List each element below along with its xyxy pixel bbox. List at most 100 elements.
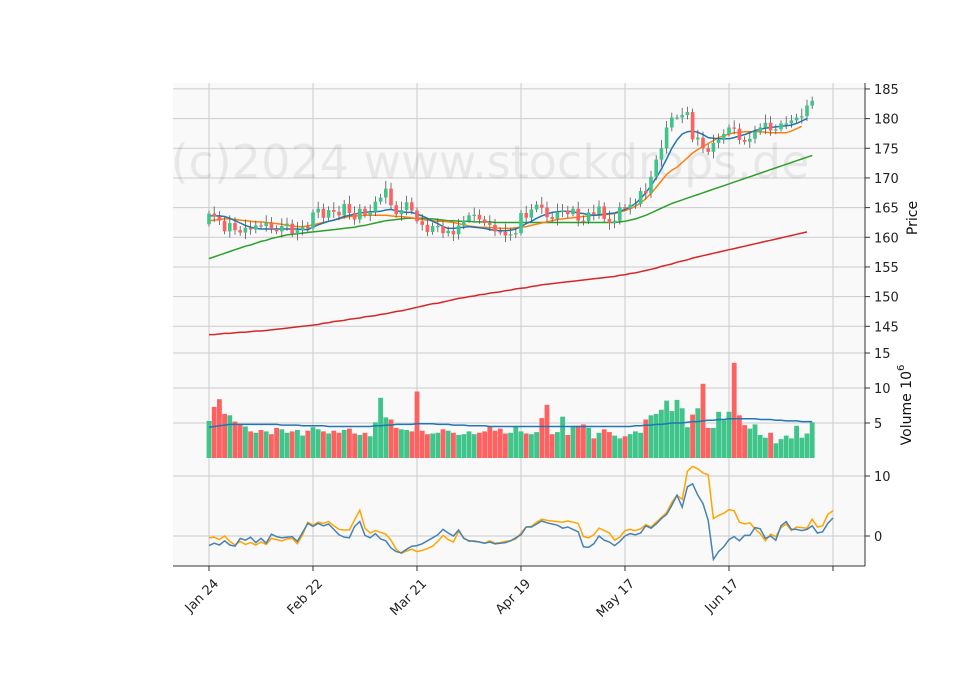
candle-body: [779, 123, 783, 130]
candle-body: [514, 233, 518, 235]
volume-bar: [362, 432, 368, 458]
volume-bar: [638, 432, 643, 458]
volume-bar: [227, 415, 233, 458]
volume-bar: [789, 438, 794, 458]
volume-bar: [289, 431, 295, 458]
candle-body: [264, 222, 268, 227]
x-tick-label: Feb 22: [285, 576, 327, 618]
y-tick-label: 145: [874, 320, 899, 335]
oscillator-line-a: [208, 482, 834, 562]
candle-body: [545, 207, 549, 218]
candle-body: [488, 223, 492, 225]
volume-bar: [409, 431, 415, 458]
candle-body: [581, 220, 586, 222]
volume-bar: [711, 427, 716, 458]
volume-bar: [529, 434, 534, 458]
volume-bar: [731, 362, 737, 458]
volume-bar: [674, 399, 680, 458]
candlesticks: [207, 96, 814, 243]
candle-body: [467, 215, 471, 221]
volume-bar: [570, 425, 576, 458]
volume-bar: [388, 419, 394, 458]
y-tick-label: 165: [874, 202, 899, 217]
volume-bar: [347, 428, 352, 458]
volume-bar: [555, 432, 560, 458]
volume-axis-exponent: 6: [896, 365, 907, 371]
candle-body: [550, 217, 554, 219]
candle-body: [696, 137, 700, 140]
volume-bar: [601, 429, 607, 458]
volume-bar: [679, 408, 685, 458]
candle-body: [758, 127, 762, 132]
candle-body: [623, 207, 627, 209]
sma-slow-line: [208, 154, 813, 260]
volume-bar: [466, 431, 472, 458]
volume-bar: [757, 434, 763, 458]
x-tick-label: Jun 17: [702, 576, 742, 616]
volume-bar: [581, 424, 586, 458]
volume-bar: [336, 432, 342, 458]
candle-body: [425, 224, 430, 232]
volume-bar: [269, 434, 274, 458]
candle-body: [233, 223, 237, 231]
candle-body: [529, 209, 534, 218]
candle-body: [482, 219, 487, 224]
candle-body: [306, 226, 310, 229]
candle-body: [675, 117, 679, 119]
volume-bar: [565, 434, 571, 458]
candle-body: [243, 227, 248, 233]
volume-bar: [263, 431, 269, 458]
volume-bar: [331, 430, 337, 458]
candle-body: [430, 226, 435, 232]
candle-body: [222, 220, 227, 232]
y-tick-label: 10: [874, 470, 891, 485]
volume-bar: [508, 432, 513, 458]
volume-bar: [773, 443, 779, 458]
candle-body: [217, 216, 222, 221]
y-tick-label: 170: [874, 172, 899, 187]
y-tick-label: 5: [874, 417, 882, 432]
volume-bar: [633, 431, 638, 458]
candle-body: [300, 226, 305, 231]
candle-body: [363, 208, 367, 216]
candle-body: [332, 209, 336, 212]
volume-average-line: [208, 418, 813, 428]
candle-body: [441, 226, 445, 234]
candle-body: [789, 120, 794, 124]
candle-body: [321, 208, 326, 218]
candle-body: [774, 129, 778, 131]
candle-body: [347, 204, 352, 213]
candle-body: [633, 204, 638, 206]
candle-body: [254, 225, 258, 230]
candle-body: [342, 204, 346, 216]
volume-bar: [742, 425, 747, 458]
volume-bar: [648, 415, 654, 458]
volume-bar: [279, 429, 285, 458]
candle-body: [690, 112, 695, 140]
volume-bar: [419, 430, 425, 458]
volume-bar: [258, 430, 264, 458]
candle-body: [384, 188, 388, 198]
volume-bar: [425, 434, 430, 458]
candle-body: [498, 231, 502, 233]
volume-bar: [232, 421, 238, 458]
candle-body: [810, 100, 814, 106]
volume-bar: [804, 433, 810, 458]
y-tick-label: 185: [874, 83, 899, 98]
candle-body: [436, 226, 440, 228]
volume-axis-label-text: Volume 10: [899, 371, 915, 445]
volume-bar: [341, 430, 347, 458]
volume-bar: [487, 426, 493, 458]
volume-bar: [435, 432, 441, 458]
oscillator-line-b: [208, 465, 834, 555]
volume-bar: [310, 427, 316, 458]
volume-bar: [440, 429, 446, 458]
candle-body: [654, 159, 658, 177]
volume-bar: [560, 416, 565, 458]
volume-bar: [206, 420, 212, 458]
candle-body: [716, 139, 721, 143]
volume-bar: [695, 408, 701, 458]
volume-bar: [373, 422, 378, 458]
candle-body: [415, 210, 419, 222]
